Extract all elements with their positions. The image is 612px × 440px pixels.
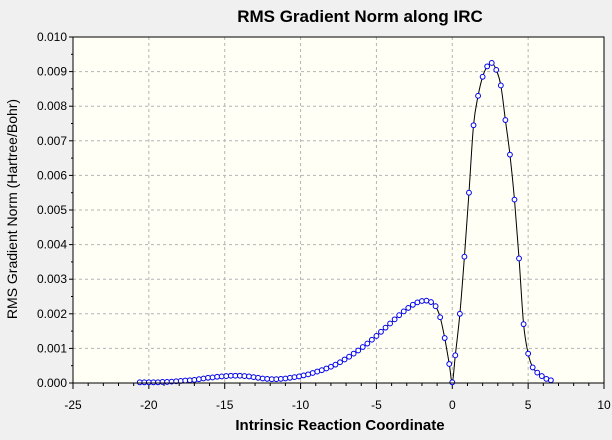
y-tick-label: 0.003 xyxy=(37,272,67,286)
x-axis-label: Intrinsic Reaction Coordinate xyxy=(235,417,444,434)
data-point xyxy=(497,82,504,89)
data-point xyxy=(502,117,509,123)
data-point xyxy=(409,301,416,308)
data-point xyxy=(382,324,389,331)
data-point xyxy=(507,151,513,158)
data-point xyxy=(350,350,357,357)
data-point xyxy=(282,375,289,382)
data-point xyxy=(368,336,375,343)
y-tick-label: 0.010 xyxy=(37,30,67,44)
data-point xyxy=(328,363,334,370)
y-tick-label: 0.009 xyxy=(37,65,67,79)
data-point xyxy=(250,374,257,381)
data-point xyxy=(364,340,371,347)
y-tick-label: 0.005 xyxy=(37,203,67,217)
data-point xyxy=(300,372,307,379)
data-point xyxy=(529,364,536,371)
y-tick-label: 0.006 xyxy=(37,168,67,182)
x-tick-label: 10 xyxy=(597,398,611,412)
data-point xyxy=(373,333,380,339)
x-tick-label: -10 xyxy=(292,398,310,412)
data-point xyxy=(493,66,500,73)
x-tick-label: 5 xyxy=(525,398,532,412)
data-point xyxy=(466,189,472,196)
data-point xyxy=(461,253,468,260)
data-point xyxy=(346,353,353,360)
data-point xyxy=(538,373,545,379)
plot-border xyxy=(72,36,605,384)
data-point xyxy=(400,308,407,315)
data-point xyxy=(449,379,456,386)
data-point xyxy=(488,60,495,66)
data-point xyxy=(405,305,412,311)
data-point xyxy=(337,359,343,366)
axis-layer: 0.000 0.001 0.002 0.003 0.004 0.005 0.006 0.007… xyxy=(37,30,611,412)
data-point xyxy=(332,361,339,368)
data-point xyxy=(355,347,362,354)
data-point xyxy=(191,376,198,383)
data-point xyxy=(446,361,453,367)
data-point xyxy=(437,314,444,321)
y-tick-label: 0.001 xyxy=(37,341,67,355)
data-point xyxy=(296,373,302,380)
data-point xyxy=(246,373,252,380)
x-tick-label: -20 xyxy=(140,398,158,412)
grid-layer xyxy=(73,37,604,383)
data-point xyxy=(196,376,202,383)
data-point xyxy=(387,320,393,327)
data-point xyxy=(209,374,216,381)
data-point xyxy=(378,328,384,335)
x-tick-label: -15 xyxy=(216,398,234,412)
data-point xyxy=(287,374,293,381)
x-tick-label: 0 xyxy=(449,398,456,412)
data-point xyxy=(396,312,403,319)
data-point xyxy=(391,316,398,323)
y-axis-label: RMS Gradient Norm (Hartree/Bohr) xyxy=(4,99,20,319)
data-point xyxy=(484,63,491,70)
data-point xyxy=(525,350,532,357)
data-point xyxy=(456,310,463,317)
data-point xyxy=(255,374,261,381)
y-tick-label: 0.002 xyxy=(37,307,67,321)
data-point xyxy=(432,303,439,310)
data-point xyxy=(548,377,554,384)
y-tick-label: 0.004 xyxy=(37,238,67,252)
data-point xyxy=(200,375,207,382)
data-point xyxy=(516,255,522,262)
data-point xyxy=(452,352,459,359)
data-point xyxy=(511,196,518,203)
chart-title: RMS Gradient Norm along IRC xyxy=(237,7,483,26)
y-tick-label: 0.008 xyxy=(37,99,67,113)
x-tick-label: -25 xyxy=(64,398,82,412)
y-tick-label: 0.000 xyxy=(37,376,67,390)
data-point xyxy=(291,374,298,381)
data-point xyxy=(520,321,527,328)
data-point xyxy=(479,73,486,80)
y-tick-label: 0.007 xyxy=(37,134,67,148)
data-point xyxy=(441,335,448,341)
data-point xyxy=(470,122,477,129)
data-point xyxy=(534,369,541,376)
data-point xyxy=(475,92,481,99)
data-point xyxy=(264,375,271,382)
data-point xyxy=(341,356,348,363)
x-tick-label: -5 xyxy=(371,398,382,412)
data-point xyxy=(428,299,434,305)
data-point xyxy=(359,344,366,350)
